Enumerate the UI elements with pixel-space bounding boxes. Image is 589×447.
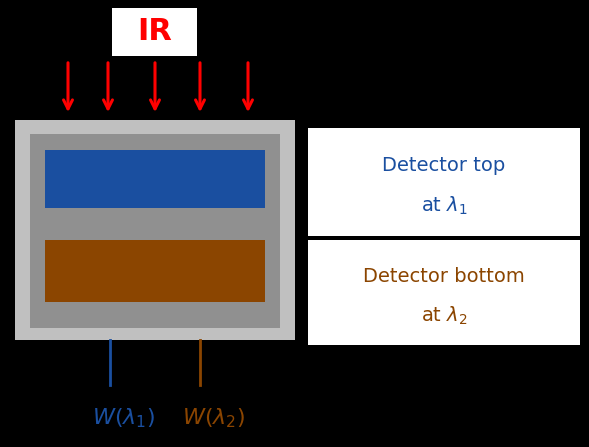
Bar xyxy=(308,240,580,345)
Bar xyxy=(112,8,197,56)
Text: $W(\lambda_1)$: $W(\lambda_1)$ xyxy=(92,406,155,430)
Text: at $\lambda_2$: at $\lambda_2$ xyxy=(421,304,467,327)
Text: IR: IR xyxy=(137,17,172,46)
Bar xyxy=(30,134,280,328)
Bar xyxy=(308,128,580,236)
Text: Detector top: Detector top xyxy=(382,156,505,175)
Text: $W(\lambda_2)$: $W(\lambda_2)$ xyxy=(182,406,245,430)
Text: at $\lambda_1$: at $\lambda_1$ xyxy=(421,194,467,217)
Bar xyxy=(45,240,265,302)
Bar xyxy=(15,120,295,340)
Bar xyxy=(45,150,265,208)
Text: Detector bottom: Detector bottom xyxy=(363,267,525,286)
